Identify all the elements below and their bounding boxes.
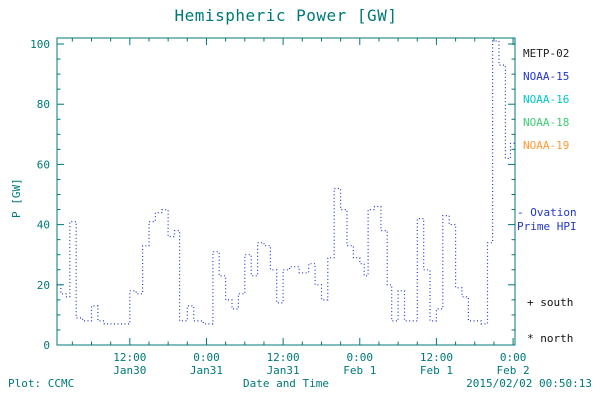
svg-text:Feb 2: Feb 2 [497,364,530,377]
x-axis-label: Date and Time [242,377,330,390]
svg-text:40: 40 [37,219,50,232]
svg-text:Jan30: Jan30 [113,364,146,377]
plot-source-label: Plot: CCMC [8,377,75,390]
svg-text:12:00: 12:00 [267,351,300,364]
svg-text:20: 20 [37,279,50,292]
north-marker-label: * north [527,332,574,345]
legend-item-noaa-16: NOAA-16 [523,93,570,106]
plot-timestamp: 2015/02/02 00:50:13 [466,377,592,390]
hpi-step-line [57,40,515,325]
satellite-legend: METP-02 NOAA-15 NOAA-16 NOAA-18 NOAA-19 [523,42,569,157]
svg-text:60: 60 [37,158,50,171]
svg-text:Feb 1: Feb 1 [343,364,376,377]
svg-text:0:00: 0:00 [500,351,527,364]
svg-text:12:00: 12:00 [113,351,146,364]
svg-text:80: 80 [37,98,50,111]
svg-text:0:00: 0:00 [347,351,374,364]
legend-item-noaa-19: NOAA-19 [523,139,570,152]
y-tick-labels: 0 20 40 60 80 100 [30,38,50,352]
svg-text:Feb 1: Feb 1 [420,364,453,377]
plot-frame [56,37,516,346]
ovation-label-line1: - Ovation [517,206,577,219]
svg-text:12:00: 12:00 [420,351,453,364]
chart-title: Hemispheric Power [GW] [174,6,398,25]
south-marker-label: + south [527,296,574,309]
svg-text:Jan31: Jan31 [190,364,223,377]
svg-text:0: 0 [43,339,50,352]
ovation-label-line2: Prime HPI [517,220,577,233]
legend-item-noaa-18: NOAA-18 [523,116,570,129]
axis-ticks [57,38,515,346]
svg-text:Jan31: Jan31 [267,364,300,377]
legend-item-noaa-15: NOAA-15 [523,70,570,83]
legend-item-metp-02: METP-02 [523,47,570,60]
ovation-prime-hpi-label: - Ovation Prime HPI [517,206,577,234]
svg-text:100: 100 [30,38,50,51]
svg-text:0:00: 0:00 [193,351,220,364]
